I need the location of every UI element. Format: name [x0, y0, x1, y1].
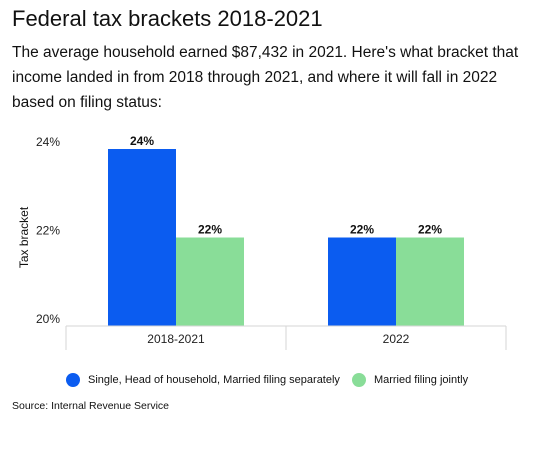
x-tick-label: 2022 — [383, 332, 410, 346]
legend-item-series-a: Single, Head of household, Married filin… — [66, 373, 340, 387]
bar — [108, 149, 176, 326]
data-label: 22% — [350, 223, 374, 237]
chart-title: Federal tax brackets 2018-2021 — [12, 6, 323, 31]
legend-swatch-series-b — [351, 373, 366, 387]
chart-subtitle: The average household earned $87,432 in … — [12, 44, 519, 111]
legend-swatch-series-a — [66, 373, 80, 387]
legend-item-series-b: Married filing jointly — [351, 373, 469, 387]
data-label: 22% — [198, 223, 222, 237]
y-tick-label: 24% — [36, 135, 60, 149]
data-label: 22% — [418, 223, 442, 237]
bar — [328, 237, 396, 326]
source-note: Source: Internal Revenue Service — [12, 400, 170, 412]
bar-chart: 20% 22% 24% Tax bracket 24% 22% 2018-2021 22% 22… — [17, 134, 507, 350]
y-tick-label: 20% — [36, 312, 60, 326]
x-tick-label: 2018-2021 — [147, 332, 205, 346]
legend-label-series-a: Single, Head of household, Married filin… — [88, 374, 340, 386]
y-tick-label: 22% — [36, 224, 60, 238]
legend-label-series-b: Married filing jointly — [373, 374, 469, 386]
data-label: 24% — [130, 134, 154, 148]
bar — [396, 237, 464, 326]
legend: Single, Head of household, Married filin… — [66, 370, 480, 390]
bar — [176, 237, 244, 326]
y-axis-label: Tax bracket — [17, 206, 31, 268]
